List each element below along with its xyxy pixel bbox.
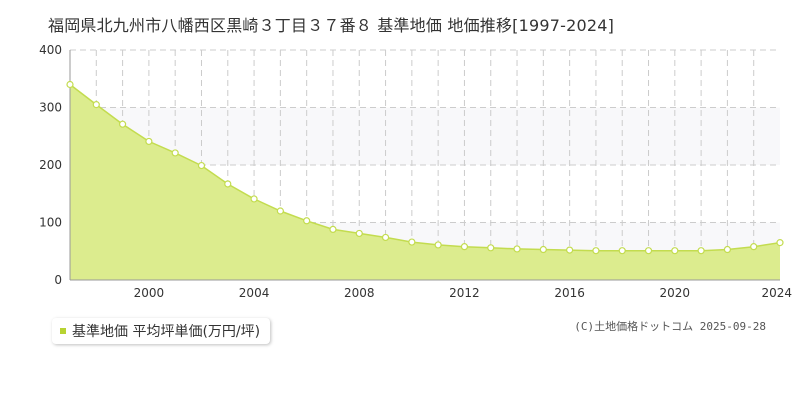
data-point xyxy=(671,247,679,255)
x-tick-label: 2020 xyxy=(660,286,691,300)
data-point xyxy=(276,207,284,215)
legend: 基準地価 平均坪単価(万円/坪) xyxy=(52,318,271,344)
data-point xyxy=(92,101,100,109)
data-point xyxy=(487,244,495,252)
data-point xyxy=(355,229,363,238)
y-tick-label: 300 xyxy=(39,101,62,115)
data-point xyxy=(750,243,758,251)
data-point xyxy=(434,241,442,249)
data-point xyxy=(171,149,179,157)
data-point xyxy=(697,247,705,255)
data-point xyxy=(66,80,74,89)
legend-label: 基準地価 平均坪単価(万円/坪) xyxy=(72,324,261,340)
data-point xyxy=(723,245,732,254)
grid-band xyxy=(70,107,780,165)
axes xyxy=(69,50,780,281)
x-tick-labels: 2000 2004 2008 2012 2016 2020 2024 xyxy=(134,286,792,300)
data-point xyxy=(618,247,626,255)
y-tick-label: 200 xyxy=(39,158,62,172)
x-tick-label: 2016 xyxy=(554,286,585,300)
data-point xyxy=(250,195,258,203)
data-point xyxy=(644,247,653,255)
x-tick-label: 2004 xyxy=(239,286,270,300)
data-point xyxy=(381,233,390,242)
series-line xyxy=(69,83,781,252)
data-point xyxy=(118,120,127,128)
data-point xyxy=(460,243,469,251)
data-points xyxy=(66,80,784,255)
data-point xyxy=(224,180,232,188)
copyright-credit: (C)土地価格ドットコム 2025-09-28 xyxy=(574,320,766,333)
x-tick-label: 2012 xyxy=(449,286,480,300)
y-tick-labels: 0 100 200 300 400 xyxy=(39,43,62,287)
data-point xyxy=(539,245,547,254)
data-point xyxy=(776,239,784,247)
data-point xyxy=(329,225,337,233)
data-point xyxy=(145,137,153,146)
x-tick-label: 2024 xyxy=(761,286,792,300)
chart-title: 福岡県北九州市八幡西区黒崎３丁目３７番８ 基準地価 地価推移[1997-2024… xyxy=(48,16,615,35)
data-point xyxy=(197,161,206,170)
y-tick-label: 100 xyxy=(39,216,62,230)
x-tick-label: 2000 xyxy=(134,286,165,300)
y-tick-label: 400 xyxy=(39,43,62,57)
data-point xyxy=(592,247,600,255)
data-point xyxy=(566,246,574,254)
data-point xyxy=(408,238,416,246)
y-tick-label: 0 xyxy=(54,273,62,287)
series-area xyxy=(70,84,780,280)
data-point xyxy=(513,245,521,253)
legend-marker xyxy=(60,328,66,334)
x-tick-label: 2008 xyxy=(344,286,375,300)
data-point xyxy=(303,217,311,225)
